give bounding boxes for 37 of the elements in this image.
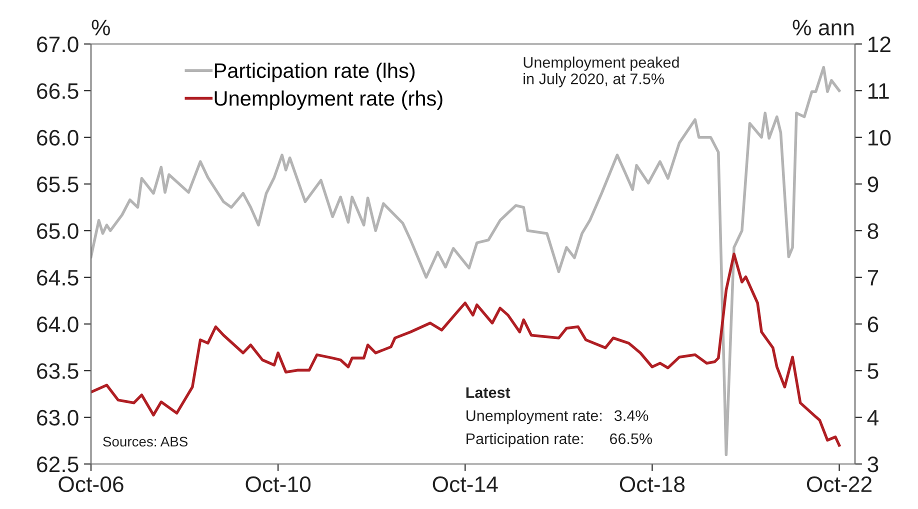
x-tick-label: Oct-18 [620, 476, 685, 492]
y-tick-label: 65.5 [37, 176, 78, 192]
annotation: 66.5% [610, 433, 652, 444]
annotation: Sources: ABS [103, 436, 188, 447]
legend-label: Unemployment rate (rhs) [214, 90, 442, 110]
y2-tick-label: 4 [867, 410, 879, 426]
y-tick-label: 63.5 [37, 363, 78, 379]
y-tick-label: 66.0 [37, 130, 78, 146]
annotation: Unemployment rate: [466, 410, 602, 424]
annotation: 3.4% [614, 410, 648, 422]
y-tick-label: 65.0 [37, 223, 78, 239]
y2-tick-label: 11 [868, 83, 889, 99]
y-tick-label: 64.0 [37, 316, 78, 332]
y-axis-title: % [92, 20, 110, 36]
x-tick-label: Oct-14 [432, 476, 498, 492]
annotation: Unemployment peaked in July 2020, at 7.5% [524, 56, 679, 88]
y-tick-label: 67.0 [37, 36, 78, 52]
y-tick-label: 64.5 [37, 270, 78, 286]
y-tick-label: 66.5 [37, 83, 78, 99]
y2-tick-label: 3 [868, 456, 878, 472]
x-tick-label: Oct-06 [58, 476, 124, 492]
y-tick-label: 63.0 [37, 410, 78, 426]
y2-tick-label: 12 [868, 36, 890, 52]
y2-tick-label: 5 [868, 363, 878, 379]
y2-axis-title: % ann [792, 20, 854, 36]
x-tick-label: Oct-22 [806, 476, 872, 492]
y2-tick-label: 10 [868, 130, 891, 146]
legend-label: Participation rate (lhs) [214, 62, 415, 82]
y2-tick-label: 9 [868, 176, 878, 192]
y-tick-label: 62.5 [37, 456, 78, 472]
y2-tick-label: 8 [868, 223, 878, 239]
x-tick-label: Oct-10 [246, 476, 311, 492]
y2-tick-label: 6 [868, 316, 878, 332]
annotation: Participation rate: [466, 432, 583, 448]
y2-tick-label: 7 [868, 270, 878, 286]
annotation: Latest [466, 387, 510, 398]
line-series [91, 252, 841, 447]
